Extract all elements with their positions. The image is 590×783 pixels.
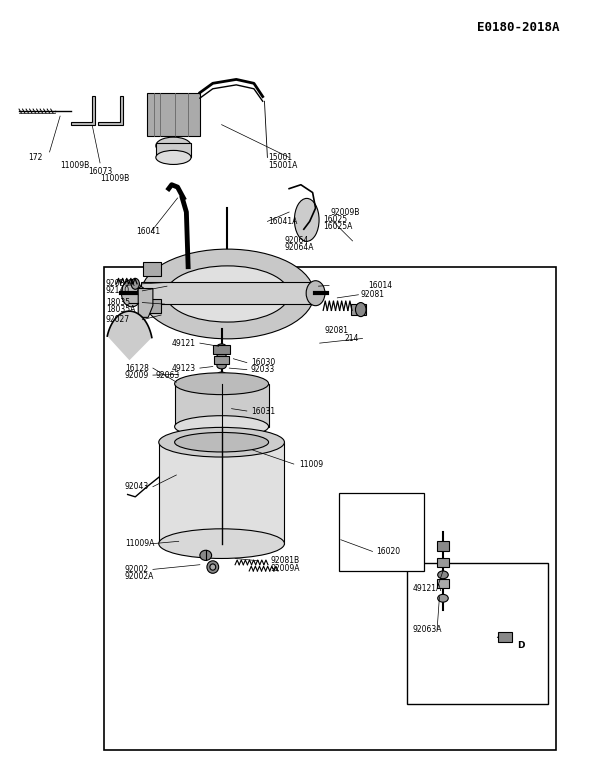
Text: 16128: 16128 bbox=[124, 363, 149, 373]
Text: 18035: 18035 bbox=[106, 298, 130, 307]
Ellipse shape bbox=[166, 266, 289, 322]
Bar bbox=[437, 540, 450, 551]
Text: 49121A: 49121A bbox=[412, 583, 442, 593]
Ellipse shape bbox=[217, 372, 227, 378]
Text: 11009B: 11009B bbox=[60, 161, 89, 170]
Bar bbox=[497, 632, 512, 642]
Text: 920B1A: 920B1A bbox=[106, 280, 136, 288]
Ellipse shape bbox=[356, 302, 366, 316]
Text: 16041A: 16041A bbox=[268, 217, 298, 226]
Ellipse shape bbox=[438, 571, 448, 579]
Polygon shape bbox=[71, 96, 96, 125]
Ellipse shape bbox=[122, 280, 142, 307]
Ellipse shape bbox=[306, 281, 325, 305]
Bar bbox=[407, 563, 548, 704]
Text: 16025: 16025 bbox=[323, 215, 348, 225]
Polygon shape bbox=[107, 311, 152, 360]
Ellipse shape bbox=[217, 353, 227, 359]
Text: 16031: 16031 bbox=[251, 406, 275, 416]
Ellipse shape bbox=[200, 550, 212, 561]
Bar bbox=[143, 262, 161, 276]
Ellipse shape bbox=[207, 561, 219, 573]
Ellipse shape bbox=[175, 416, 268, 438]
Text: 92002: 92002 bbox=[124, 565, 149, 574]
Bar bbox=[437, 557, 450, 567]
Text: 16020: 16020 bbox=[376, 547, 400, 556]
Text: 16041: 16041 bbox=[136, 227, 160, 236]
Text: 92009A: 92009A bbox=[270, 564, 300, 573]
Text: 92043: 92043 bbox=[124, 482, 149, 491]
Text: 16014: 16014 bbox=[368, 281, 392, 290]
Bar bbox=[143, 299, 161, 313]
Text: 92009B: 92009B bbox=[330, 207, 360, 217]
Text: 15001: 15001 bbox=[268, 153, 293, 162]
Text: 92063A: 92063A bbox=[412, 625, 442, 634]
Bar bbox=[352, 304, 366, 315]
Text: 49121: 49121 bbox=[172, 338, 196, 348]
Text: 11009B: 11009B bbox=[100, 174, 129, 183]
Ellipse shape bbox=[159, 529, 284, 558]
Text: D: D bbox=[517, 640, 525, 650]
Text: 16030: 16030 bbox=[251, 358, 275, 367]
Text: 92081B: 92081B bbox=[270, 556, 300, 565]
Text: 92009: 92009 bbox=[124, 370, 149, 380]
Ellipse shape bbox=[137, 287, 145, 296]
Text: 92064: 92064 bbox=[284, 236, 309, 245]
Ellipse shape bbox=[141, 249, 314, 339]
Bar bbox=[214, 356, 230, 364]
Ellipse shape bbox=[217, 344, 227, 350]
Ellipse shape bbox=[175, 373, 268, 395]
Text: 214: 214 bbox=[345, 334, 359, 343]
Ellipse shape bbox=[131, 279, 139, 289]
Bar bbox=[175, 384, 268, 427]
Text: 49123: 49123 bbox=[172, 363, 196, 373]
Ellipse shape bbox=[438, 594, 448, 602]
Ellipse shape bbox=[159, 428, 284, 457]
Text: 16025A: 16025A bbox=[323, 222, 353, 231]
Text: 92033: 92033 bbox=[251, 365, 275, 374]
Text: 92140: 92140 bbox=[106, 287, 130, 295]
Ellipse shape bbox=[210, 564, 216, 570]
Text: E0180-2018A: E0180-2018A bbox=[477, 21, 559, 34]
Text: 16073: 16073 bbox=[88, 167, 113, 176]
Text: 15001A: 15001A bbox=[268, 161, 298, 170]
Ellipse shape bbox=[175, 432, 268, 452]
Bar bbox=[140, 282, 314, 304]
Polygon shape bbox=[138, 288, 153, 317]
Bar bbox=[159, 442, 284, 543]
Text: 172: 172 bbox=[28, 153, 42, 162]
Text: 92064A: 92064A bbox=[284, 244, 314, 252]
Text: 92002A: 92002A bbox=[124, 572, 154, 581]
Ellipse shape bbox=[294, 198, 319, 241]
Bar bbox=[147, 92, 200, 135]
Ellipse shape bbox=[156, 137, 191, 154]
Text: 18035A: 18035A bbox=[106, 305, 135, 314]
Text: 11009A: 11009A bbox=[124, 539, 154, 548]
Text: 92081: 92081 bbox=[324, 327, 348, 335]
Bar bbox=[437, 579, 450, 588]
Text: 92027: 92027 bbox=[106, 316, 130, 324]
Bar bbox=[213, 345, 231, 354]
Text: 11009: 11009 bbox=[300, 460, 324, 468]
Bar bbox=[339, 493, 424, 571]
Text: 92063: 92063 bbox=[155, 370, 179, 380]
Ellipse shape bbox=[217, 363, 227, 369]
Ellipse shape bbox=[156, 150, 191, 164]
Bar bbox=[156, 143, 191, 157]
Polygon shape bbox=[99, 96, 123, 125]
Bar bbox=[104, 267, 556, 750]
Text: 92081: 92081 bbox=[360, 290, 385, 299]
